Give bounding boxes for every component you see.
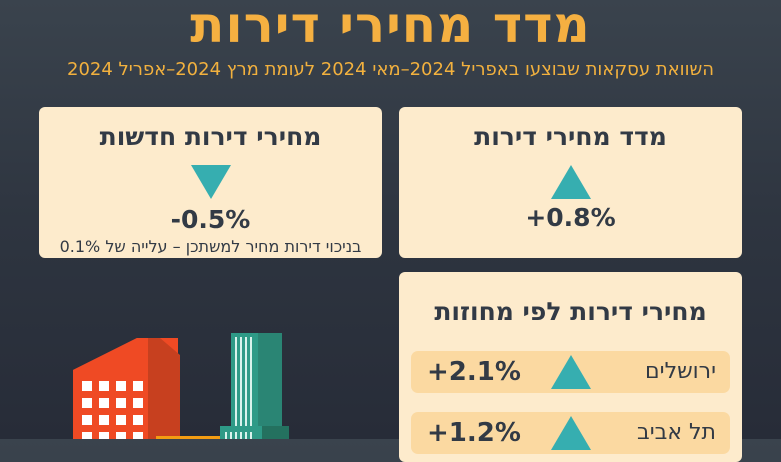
new-apartments-note: בניכוי דירות מחיר למשתכן – עלייה של 0.1% [59, 237, 362, 256]
triangle-up-icon [551, 355, 591, 389]
page-title: מדד מחירי דירות [190, 0, 591, 54]
region-name: ירושלים [645, 359, 716, 384]
region-value: +2.1% [427, 357, 521, 387]
index-card-title: מדד מחירי דירות [474, 122, 667, 151]
regions-card-title: מחירי דירות לפי מחוזות [434, 297, 707, 326]
buildings-illustration [73, 333, 289, 439]
region-row-jerusalem: ירושלים +2.1% [411, 351, 730, 393]
page-subtitle: השוואת עסקאות שבוצעו באפריל 2024–מאי 202… [67, 59, 714, 80]
triangle-down-icon [190, 165, 231, 199]
new-apartments-value: -0.5% [170, 205, 251, 234]
index-value: +0.8% [525, 203, 616, 232]
triangle-up-icon [550, 165, 591, 199]
red-building-icon [73, 338, 180, 439]
regions-card: מחירי דירות לפי מחוזות ירושלים +2.1% תל … [399, 272, 742, 462]
new-apartments-card: מחירי דירות חדשות -0.5% בניכוי דירות מחי… [39, 107, 382, 258]
teal-tower-icon [220, 333, 289, 439]
index-card: מדד מחירי דירות +0.8% [399, 107, 742, 258]
new-apartments-title: מחירי דירות חדשות [99, 122, 322, 151]
